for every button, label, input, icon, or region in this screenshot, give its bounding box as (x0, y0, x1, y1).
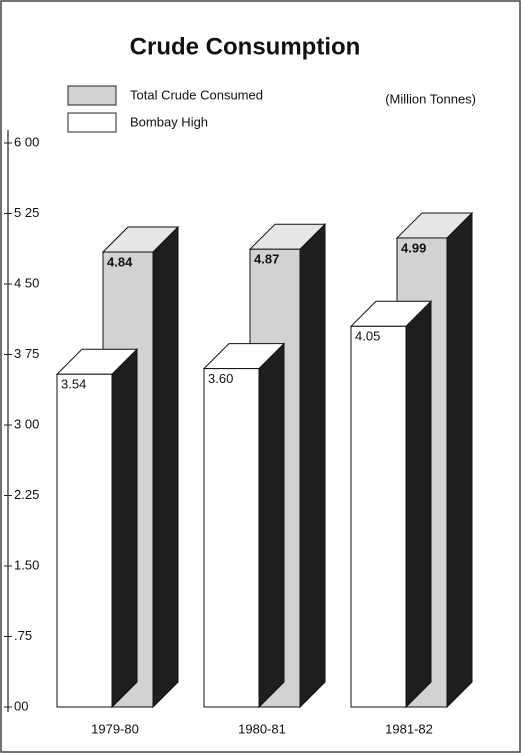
value-label: 4.05 (355, 329, 380, 344)
y-tick-label: 00 (14, 698, 28, 713)
bar-side (111, 348, 138, 709)
y-tick-label: 5 25 (14, 205, 39, 220)
y-tick-label: 2.25 (14, 487, 39, 502)
chart-title: Crude Consumption (130, 33, 361, 60)
value-label: 4.99 (401, 240, 426, 255)
value-label: 3.60 (208, 371, 233, 386)
bar-side (299, 223, 326, 709)
x-tick-label: 1981-82 (385, 721, 433, 736)
legend-label: Bombay High (130, 114, 208, 129)
bar (203, 368, 260, 708)
y-tick-label: 3 00 (14, 416, 39, 431)
legend-swatch (67, 112, 117, 133)
y-tick-label: 1.50 (14, 557, 39, 572)
value-label: 4.84 (107, 254, 133, 269)
legend-swatch (67, 85, 117, 106)
bar-side (152, 225, 179, 709)
y-tick-label: 6 00 (14, 134, 39, 149)
x-tick-label: 1980-81 (238, 721, 286, 736)
value-label: 3.54 (61, 377, 86, 392)
y-tick-label: .75 (14, 628, 32, 643)
bar-side (446, 211, 473, 709)
bar (350, 325, 407, 708)
legend-label: Total Crude Consumed (130, 87, 263, 102)
value-label: 4.87 (254, 252, 279, 267)
x-tick-label: 1979-80 (91, 721, 139, 736)
bar (56, 373, 113, 708)
bar-side (258, 342, 285, 709)
bar-side (405, 300, 432, 709)
y-tick-label: 4 50 (14, 275, 39, 290)
unit-note: (Million Tonnes) (385, 91, 476, 106)
y-tick-label: 3 75 (14, 346, 39, 361)
